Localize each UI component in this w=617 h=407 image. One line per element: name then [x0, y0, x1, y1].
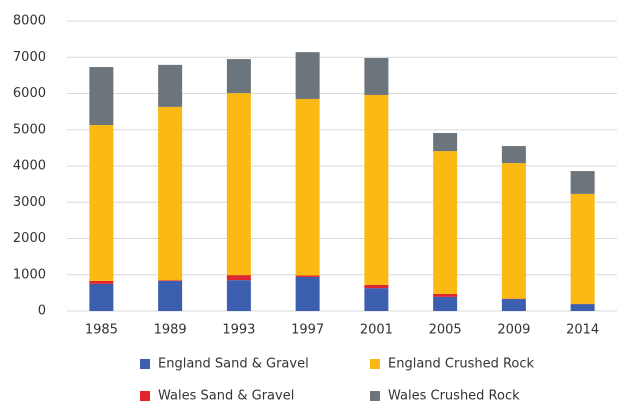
bar-segment: [296, 99, 320, 276]
x-tick-label: 2009: [497, 323, 530, 338]
bar-segment: [158, 280, 182, 281]
bar-segment: [433, 294, 457, 297]
y-tick-label: 4000: [13, 159, 46, 174]
legend-swatch: [140, 391, 150, 401]
bar-segment: [158, 65, 182, 107]
x-tick-label: 1989: [154, 323, 187, 338]
y-tick-label: 6000: [13, 86, 46, 101]
bar-segment: [364, 58, 388, 95]
bar-segment: [296, 52, 320, 99]
bar-segment: [296, 277, 320, 311]
bar-segment: [364, 285, 388, 288]
bar-segment: [89, 67, 113, 125]
bar-segment: [364, 288, 388, 311]
bar-segment: [571, 194, 595, 304]
bar-segment: [227, 275, 251, 280]
legend-swatch: [370, 391, 380, 401]
bar-segment: [89, 281, 113, 284]
bar-segment: [502, 146, 526, 163]
x-tick-label: 2014: [566, 323, 599, 338]
y-tick-label: 0: [38, 304, 46, 319]
bar-segment: [364, 95, 388, 285]
y-tick-label: 5000: [13, 122, 46, 137]
x-tick-label: 1997: [291, 323, 324, 338]
legend-swatch: [140, 359, 150, 369]
bar-segment: [502, 299, 526, 311]
y-tick-label: 1000: [13, 267, 46, 282]
legend-label: England Sand & Gravel: [158, 357, 309, 372]
x-tick-label: 2005: [429, 323, 462, 338]
y-tick-label: 7000: [13, 50, 46, 65]
legend-swatch: [370, 359, 380, 369]
bar-segment: [158, 107, 182, 280]
bar-segment: [296, 275, 320, 276]
bar-segment: [89, 284, 113, 311]
legend-label: England Crushed Rock: [388, 357, 535, 372]
x-tick-label: 1985: [85, 323, 118, 338]
x-tick-label: 1993: [222, 323, 255, 338]
bar-segment: [433, 297, 457, 311]
legend-label: Wales Crushed Rock: [388, 389, 520, 404]
bar-segment: [433, 151, 457, 294]
bar-segment: [227, 280, 251, 311]
bar-segment: [502, 163, 526, 299]
y-tick-label: 8000: [13, 14, 46, 29]
x-tick-label: 2001: [360, 323, 393, 338]
y-tick-label: 3000: [13, 195, 46, 210]
bar-segment: [227, 93, 251, 275]
y-tick-label: 2000: [13, 231, 46, 246]
bar-segment: [571, 171, 595, 194]
bar-segment: [433, 133, 457, 151]
bar-segment: [89, 125, 113, 281]
legend-label: Wales Sand & Gravel: [158, 389, 294, 404]
bar-segment: [227, 59, 251, 93]
bar-segment: [571, 304, 595, 311]
bar-segment: [158, 281, 182, 311]
